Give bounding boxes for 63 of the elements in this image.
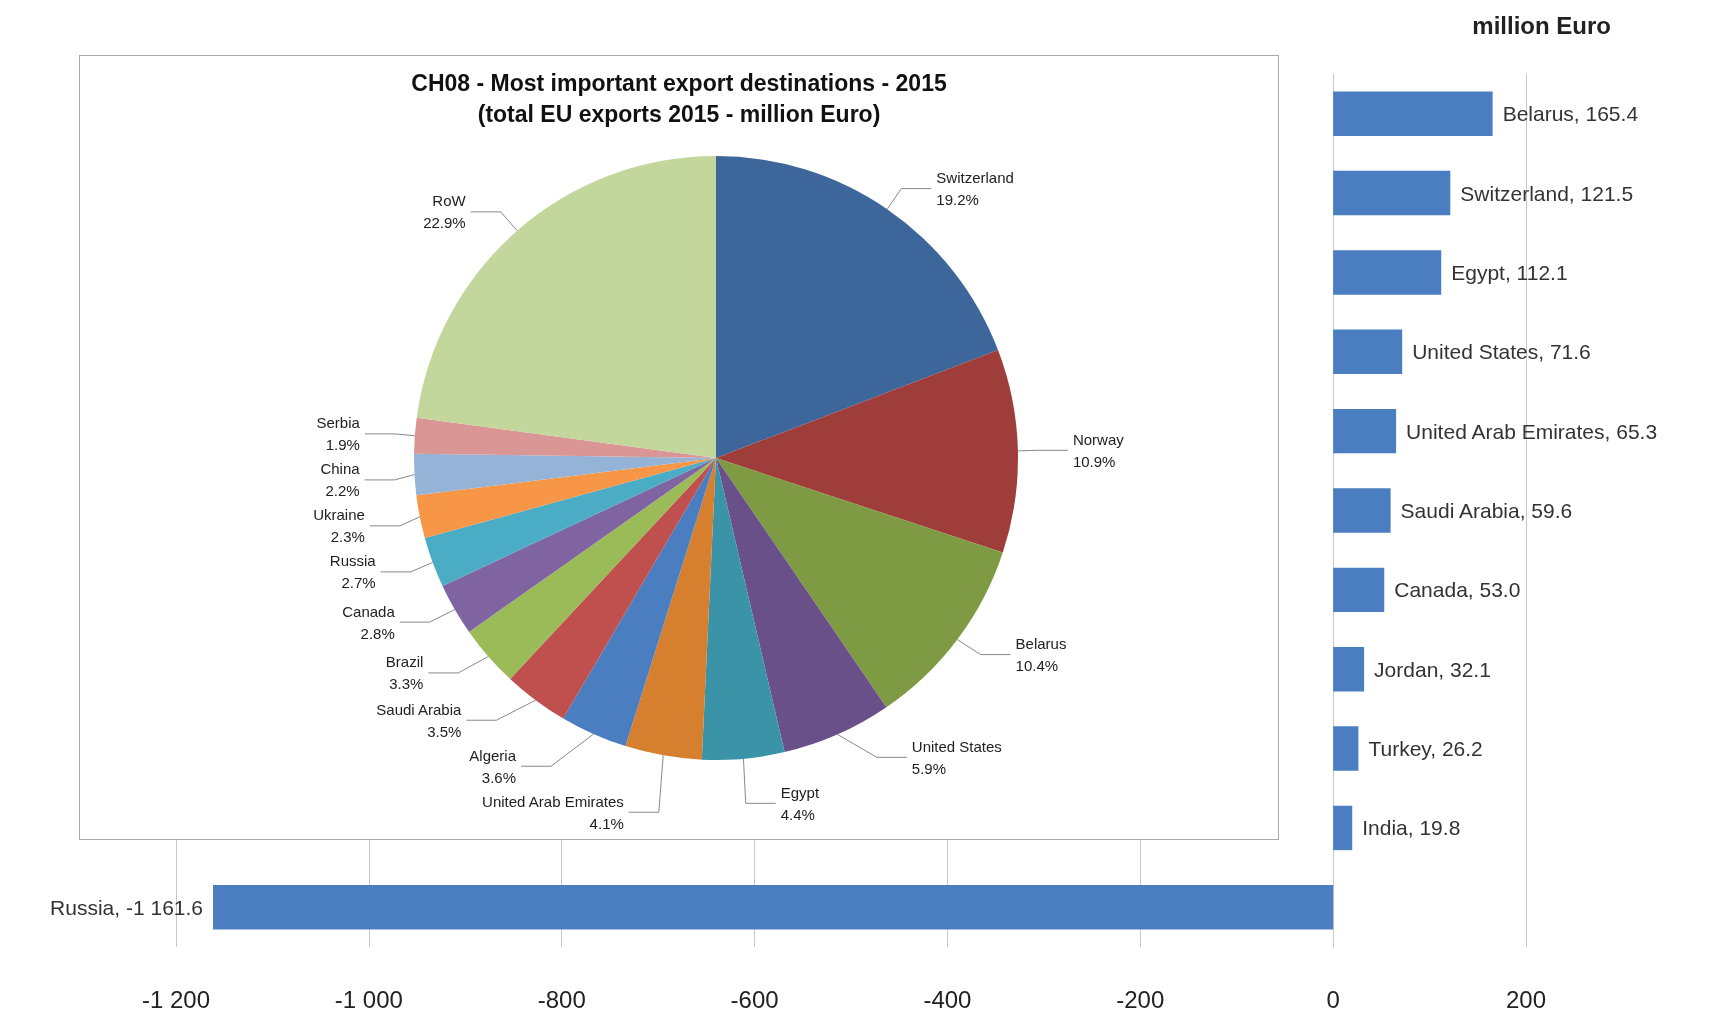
data-label: 5.9%: [911, 759, 947, 777]
data-label: 10.4%: [1015, 657, 1059, 675]
data-label: Switzerland, 121.5: [1460, 181, 1634, 205]
x-tick-label: -600: [730, 985, 779, 1011]
data-label: 2.8%: [360, 624, 395, 642]
x-tick-label: -400: [923, 985, 972, 1011]
slice-label: Ukraine: [313, 506, 365, 524]
data-label: Russia, -1 161.6: [50, 895, 204, 919]
bar: [1333, 250, 1442, 295]
data-label: 3.3%: [389, 675, 424, 693]
data-label: 4.4%: [780, 805, 815, 823]
bar: [213, 885, 1334, 930]
data-label: Saudi Arabia, 59.6: [1400, 499, 1573, 522]
x-tick-label: 200: [1505, 985, 1547, 1011]
data-label: 22.9%: [423, 214, 466, 232]
data-label: 2.2%: [325, 482, 360, 500]
data-label: Jordan, 32.1: [1374, 657, 1491, 681]
slice-label: Switzerland: [936, 169, 1014, 187]
slice-label: Algeria: [469, 746, 517, 764]
slice-label: United Arab Emirates: [482, 792, 624, 810]
slice-label: China: [320, 460, 361, 478]
chart-subtitle: (total EU exports 2015 - million Euro): [477, 100, 881, 127]
data-label: Egypt, 112.1: [1451, 260, 1568, 284]
bar: [1333, 726, 1359, 771]
data-label: 1.9%: [325, 436, 360, 454]
data-label: 4.1%: [589, 814, 624, 832]
data-label: 3.5%: [427, 722, 462, 740]
bar: [1333, 488, 1391, 533]
bar: [1333, 91, 1493, 136]
bar: [1333, 647, 1365, 692]
slice-label: United States: [911, 737, 1002, 755]
bar: [1333, 567, 1385, 613]
slice-label: Egypt: [780, 783, 820, 801]
data-label: United Arab Emirates, 65.3: [1406, 419, 1658, 443]
slice-label: Canada: [342, 602, 396, 620]
data-label: United States, 71.6: [1412, 340, 1591, 364]
data-label: 19.2%: [936, 191, 979, 209]
x-tick-label: -200: [1116, 985, 1165, 1011]
slice-label: Belarus: [1015, 635, 1067, 653]
data-label: Belarus, 165.4: [1502, 102, 1639, 126]
data-label: 3.6%: [481, 768, 517, 786]
x-tick-label: 0: [1326, 985, 1340, 1011]
slice-label: Brazil: [385, 653, 424, 671]
slice-label: Russia: [329, 552, 377, 570]
x-tick-label: -800: [537, 985, 586, 1011]
bar: [1333, 170, 1451, 216]
data-label: 10.9%: [1072, 452, 1116, 470]
data-label: Canada, 53.0: [1394, 578, 1521, 602]
slice-label: Serbia: [316, 414, 361, 432]
bar: [1333, 329, 1403, 374]
data-label: Turkey, 26.2: [1368, 737, 1483, 761]
x-tick-label: -1 200: [141, 985, 211, 1011]
bar: [1333, 408, 1397, 454]
data-label: India, 19.8: [1362, 816, 1461, 840]
bar: [1333, 805, 1353, 851]
chart-title: CH08 - Most important export destinations - 2015: [411, 69, 947, 96]
x-tick-label: -1 000: [334, 985, 403, 1011]
chart-title: million Euro: [1472, 11, 1611, 39]
data-label: 2.3%: [330, 528, 365, 546]
slice-label: RoW: [432, 192, 467, 210]
slice-label: Norway: [1072, 430, 1125, 448]
data-label: 2.7%: [341, 574, 376, 592]
slice-label: Saudi Arabia: [376, 700, 463, 718]
